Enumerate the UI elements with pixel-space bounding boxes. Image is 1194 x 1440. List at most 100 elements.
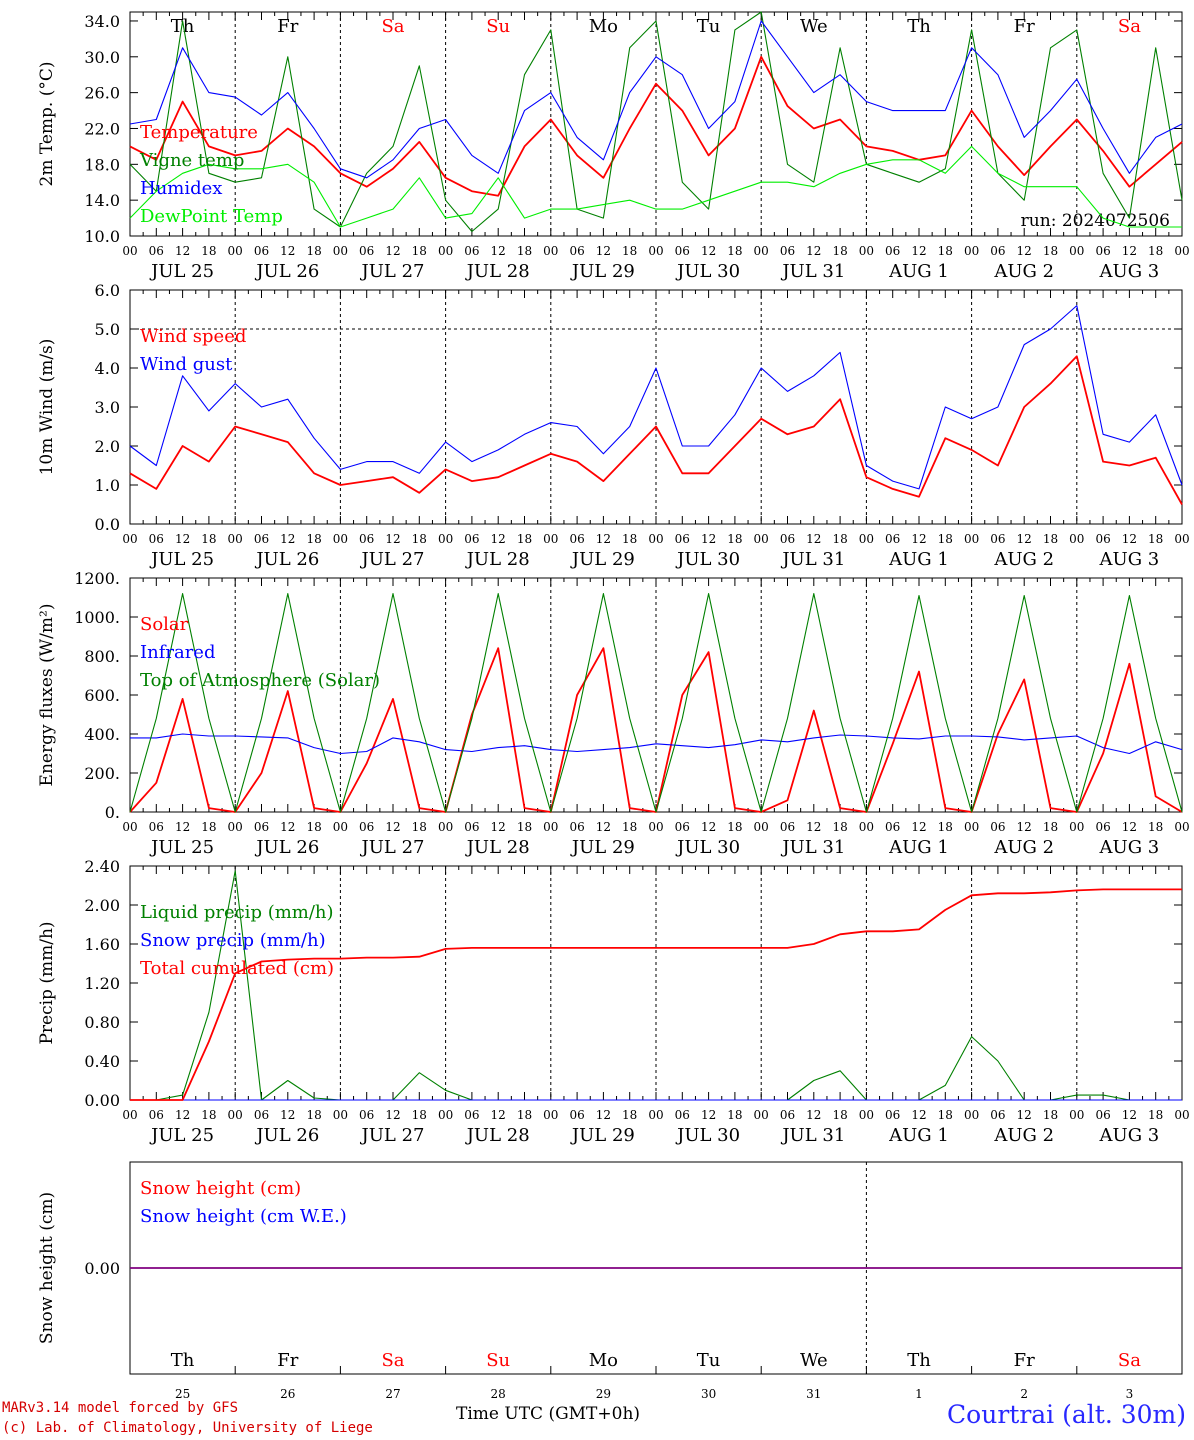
hour-tick-label: 18 — [938, 244, 953, 258]
hour-tick-label: 12 — [491, 532, 506, 546]
hour-tick-label: 00 — [1069, 820, 1084, 834]
hour-tick-label: 12 — [1122, 532, 1137, 546]
hour-tick-label: 18 — [1043, 1108, 1058, 1122]
hour-tick-label: 18 — [306, 244, 321, 258]
hour-tick-label: 18 — [832, 820, 847, 834]
y-tick-label: 18.0 — [84, 155, 120, 174]
date-label: AUG 1 — [888, 837, 949, 858]
hour-tick-label: 00 — [964, 820, 979, 834]
hour-tick-label: 06 — [885, 532, 900, 546]
hour-tick-label: 00 — [543, 244, 558, 258]
day-number-label: 26 — [280, 1387, 295, 1401]
y-tick-label: 1.20 — [84, 974, 120, 993]
hour-tick-label: 00 — [122, 244, 137, 258]
day-number-label: 31 — [806, 1387, 821, 1401]
hour-tick-label: 00 — [648, 244, 663, 258]
hour-tick-label: 00 — [1174, 244, 1189, 258]
y-tick-label: 2.40 — [84, 857, 120, 876]
y-tick-label: 2.00 — [84, 896, 120, 915]
hour-tick-label: 06 — [990, 820, 1005, 834]
legend-entry: Snow precip (mm/h) — [140, 930, 326, 951]
hour-tick-label: 18 — [412, 244, 427, 258]
date-label: JUL 25 — [149, 549, 214, 570]
weekday-label: Su — [486, 16, 510, 37]
legend-entry: Top of Atmosphere (Solar) — [140, 670, 380, 691]
legend-entry: DewPoint Temp — [140, 206, 283, 227]
date-label: AUG 2 — [993, 837, 1054, 858]
hour-tick-label: 12 — [701, 820, 716, 834]
date-label: AUG 3 — [1099, 549, 1160, 570]
hour-tick-label: 06 — [885, 244, 900, 258]
y-axis-label: Precip (mm/h) — [37, 921, 57, 1044]
y-tick-label: 4.0 — [95, 359, 120, 378]
date-label: JUL 27 — [360, 549, 425, 570]
hour-tick-label: 06 — [254, 1108, 269, 1122]
y-tick-label: 0.0 — [95, 515, 120, 534]
y-tick-label: 0.00 — [84, 1259, 120, 1278]
hour-tick-label: 18 — [727, 244, 742, 258]
hour-tick-label: 00 — [648, 532, 663, 546]
y-tick-label: 0. — [105, 803, 120, 822]
hour-tick-label: 06 — [464, 1108, 479, 1122]
hour-tick-label: 06 — [359, 532, 374, 546]
credit-line-2: (c) Lab. of Climatology, University of L… — [2, 1420, 373, 1436]
y-tick-label: 3.0 — [95, 398, 120, 417]
y-tick-label: 1.0 — [95, 476, 120, 495]
series-line-green — [129, 11, 1183, 233]
hour-tick-label: 18 — [1148, 820, 1163, 834]
hour-tick-label: 06 — [675, 532, 690, 546]
date-label: JUL 25 — [149, 837, 214, 858]
hour-tick-label: 00 — [122, 820, 137, 834]
hour-tick-label: 00 — [122, 1108, 137, 1122]
hour-tick-label: 18 — [306, 1108, 321, 1122]
hour-tick-label: 06 — [254, 820, 269, 834]
hour-tick-label: 18 — [1043, 244, 1058, 258]
hour-tick-label: 18 — [306, 532, 321, 546]
hour-tick-label: 12 — [385, 532, 400, 546]
hour-tick-label: 12 — [1122, 244, 1137, 258]
weekday-label: Mo — [589, 1350, 618, 1371]
date-label: JUL 31 — [780, 261, 845, 282]
weekday-label: Fr — [277, 1350, 298, 1371]
hour-tick-label: 18 — [938, 820, 953, 834]
y-tick-label: 1.60 — [84, 935, 120, 954]
day-number-label: 3 — [1126, 1387, 1134, 1401]
hour-tick-label: 12 — [175, 1108, 190, 1122]
hour-tick-label: 12 — [385, 1108, 400, 1122]
hour-tick-label: 06 — [149, 820, 164, 834]
date-label: JUL 29 — [570, 549, 635, 570]
hour-tick-label: 00 — [228, 244, 243, 258]
hour-tick-label: 12 — [806, 820, 821, 834]
hour-tick-label: 00 — [438, 532, 453, 546]
hour-tick-label: 00 — [1174, 820, 1189, 834]
hour-tick-label: 06 — [359, 1108, 374, 1122]
hour-tick-label: 12 — [701, 244, 716, 258]
hour-tick-label: 12 — [491, 1108, 506, 1122]
day-number-label: 1 — [915, 1387, 923, 1401]
hour-tick-label: 18 — [517, 1108, 532, 1122]
day-number-label: 28 — [491, 1387, 506, 1401]
hour-tick-label: 06 — [990, 532, 1005, 546]
legend-entry: Vigne temp — [139, 150, 244, 171]
hour-tick-label: 12 — [491, 244, 506, 258]
weekday-label: We — [800, 1350, 828, 1371]
hour-tick-label: 12 — [596, 244, 611, 258]
hour-tick-label: 00 — [859, 1108, 874, 1122]
hour-tick-label: 12 — [1017, 1108, 1032, 1122]
series-line-red — [129, 355, 1183, 505]
hour-tick-label: 18 — [938, 1108, 953, 1122]
date-label: AUG 2 — [993, 1125, 1054, 1146]
hour-tick-label: 12 — [1017, 820, 1032, 834]
hour-tick-label: 06 — [254, 532, 269, 546]
hour-tick-label: 18 — [1148, 244, 1163, 258]
y-tick-label: 0.00 — [84, 1091, 120, 1110]
hour-tick-label: 06 — [990, 244, 1005, 258]
hour-tick-label: 00 — [333, 1108, 348, 1122]
run-label: run: 2024072506 — [1021, 211, 1170, 231]
date-label: AUG 2 — [993, 549, 1054, 570]
hour-tick-label: 18 — [517, 244, 532, 258]
hour-tick-label: 06 — [569, 244, 584, 258]
hour-tick-label: 00 — [438, 244, 453, 258]
legend-entry: Snow height (cm W.E.) — [140, 1206, 347, 1227]
hour-tick-label: 18 — [727, 532, 742, 546]
